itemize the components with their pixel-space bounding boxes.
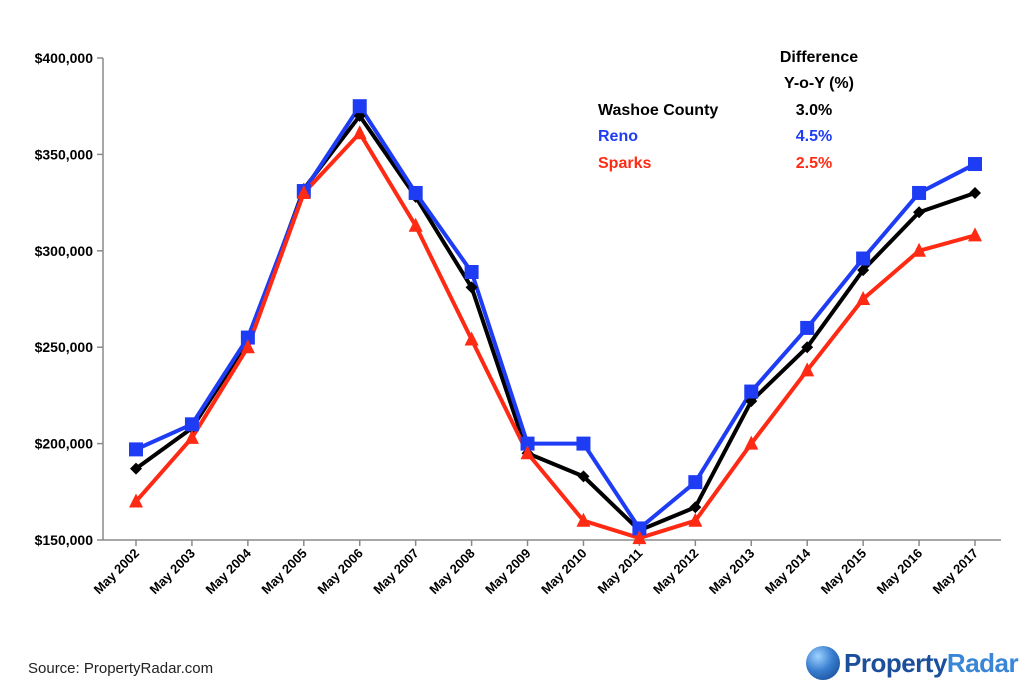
- point-sparks: [632, 530, 647, 545]
- series-markers: [129, 99, 982, 545]
- globe-icon: [806, 646, 840, 680]
- brand-name-part-2: Radar: [946, 647, 1019, 678]
- brand-name: PropertyRadar: [844, 647, 1019, 679]
- point-reno: [352, 99, 367, 114]
- legend-value-washoe: 3.0%: [796, 102, 832, 119]
- x-tick-label: May 2013: [706, 546, 757, 597]
- x-tick-label: May 2007: [370, 546, 421, 597]
- point-washoe-county: [689, 501, 702, 514]
- x-tick-label: May 2016: [874, 546, 925, 597]
- point-sparks: [576, 512, 591, 527]
- x-tick-label: May 2003: [147, 546, 198, 597]
- x-tick-label: May 2011: [595, 546, 646, 597]
- point-sparks: [688, 512, 703, 527]
- series-lines: [134, 104, 976, 541]
- x-tick-label: May 2015: [818, 546, 869, 597]
- y-tick-label: $250,000: [35, 339, 94, 355]
- x-tick-label: May 2005: [258, 546, 309, 597]
- point-washoe-county: [130, 462, 142, 475]
- point-sparks: [968, 227, 982, 242]
- point-washoe-county: [969, 186, 981, 199]
- point-reno: [632, 521, 647, 536]
- point-reno: [856, 251, 871, 266]
- point-washoe-county: [801, 341, 814, 354]
- point-reno: [576, 436, 591, 451]
- legend-value-reno: 4.5%: [796, 128, 832, 145]
- x-tick-label: May 2006: [314, 546, 365, 597]
- point-sparks: [408, 217, 423, 232]
- y-tick-labels: $150,000 $200,000 $250,000 $300,000 $350,000…: [35, 50, 94, 548]
- point-sparks: [464, 331, 479, 346]
- legend-label-washoe: Washoe County: [598, 102, 718, 119]
- point-sparks: [520, 445, 535, 460]
- x-tick-label: May 2012: [650, 546, 701, 597]
- source-caption: Source: PropertyRadar.com: [28, 660, 214, 677]
- point-reno: [408, 185, 423, 200]
- point-sparks: [744, 435, 759, 450]
- point-reno: [912, 185, 927, 200]
- legend-label-reno: Reno: [598, 128, 638, 145]
- point-sparks: [856, 291, 871, 305]
- point-reno: [800, 320, 815, 335]
- legend: Difference Y-o-Y (%) Washoe County 3.0% …: [598, 49, 858, 172]
- point-sparks: [184, 429, 199, 444]
- x-tick-label: May 2004: [202, 545, 254, 597]
- point-washoe-county: [857, 264, 870, 277]
- series-line-washoe-county: [134, 113, 976, 533]
- point-washoe-county: [913, 206, 926, 219]
- x-tick-label: May 2017: [930, 546, 981, 597]
- point-sparks: [296, 184, 311, 199]
- point-reno: [688, 475, 703, 490]
- legend-header-line-1: Difference: [780, 49, 858, 66]
- y-tick-label: $350,000: [35, 146, 94, 162]
- point-washoe-county: [577, 470, 590, 483]
- y-tick-label: $200,000: [35, 436, 94, 452]
- point-reno: [240, 330, 255, 345]
- point-sparks: [800, 362, 815, 377]
- point-sparks: [240, 339, 255, 354]
- y-tick-label: $150,000: [35, 532, 94, 548]
- axes: [97, 57, 1001, 546]
- x-tick-label: May 2014: [762, 545, 814, 597]
- point-sparks: [352, 125, 367, 140]
- series-line-sparks: [134, 131, 976, 541]
- point-sparks: [912, 242, 927, 257]
- legend-header-line-2: Y-o-Y (%): [784, 75, 854, 92]
- legend-label-sparks: Sparks: [598, 155, 651, 172]
- brand-name-part-1: Property: [844, 647, 947, 678]
- y-tick-label: $400,000: [35, 50, 94, 66]
- y-tick-label: $300,000: [35, 243, 94, 259]
- brand-logo: PropertyRadar: [806, 646, 1019, 680]
- point-washoe-county: [465, 281, 478, 294]
- x-tick-label: May 2002: [91, 546, 142, 597]
- point-reno: [520, 436, 535, 451]
- point-reno: [744, 384, 759, 399]
- legend-value-sparks: 2.5%: [796, 155, 832, 172]
- point-reno: [464, 265, 479, 280]
- point-reno: [968, 157, 982, 172]
- x-tick-labels: May 2002 May 2003 May 2004 May 2005 May 2006…: [91, 545, 981, 597]
- x-tick-label: May 2009: [482, 546, 533, 597]
- point-reno: [129, 442, 143, 457]
- x-tick-label: May 2008: [426, 546, 477, 597]
- point-reno: [184, 417, 199, 432]
- point-sparks: [129, 493, 143, 508]
- x-tick-label: May 2010: [538, 546, 589, 597]
